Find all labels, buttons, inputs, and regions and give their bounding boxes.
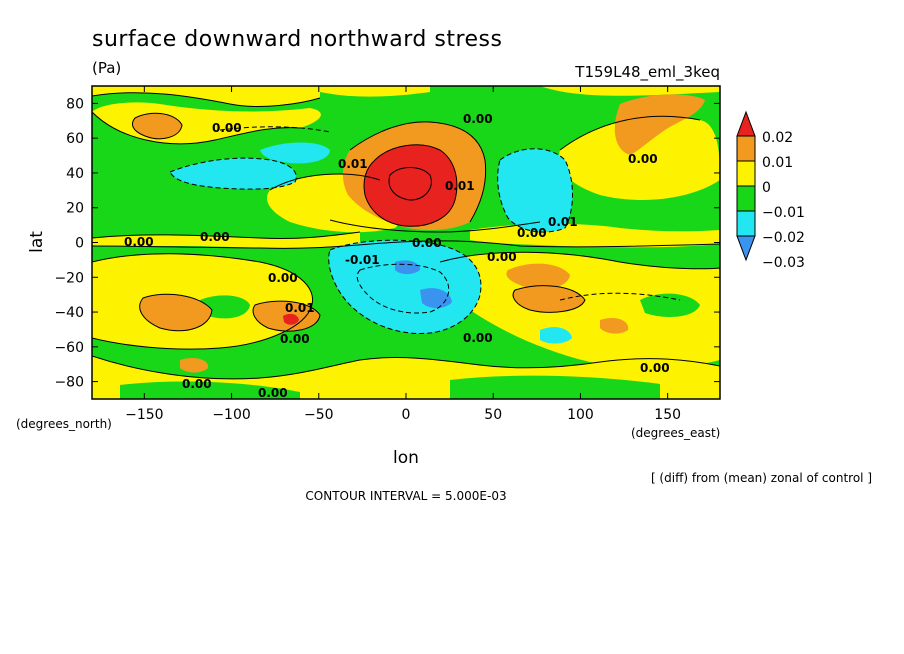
contour-line	[512, 285, 586, 313]
difference-note: [ (diff) from (mean) zonal of control ]	[651, 471, 872, 485]
colorbar-label: 0	[762, 180, 771, 196]
colorbar-label: −0.02	[762, 230, 805, 246]
colorbar-label: 0.01	[762, 155, 793, 171]
contour-line	[92, 92, 321, 107]
colorbar-bin	[736, 185, 756, 212]
contour-label: 0.00	[182, 377, 212, 391]
contour-line	[349, 121, 487, 223]
contour-interval-note: CONTOUR INTERVAL = 5.000E-03	[305, 489, 506, 503]
x-tick-label: 50	[484, 407, 502, 423]
contour-line	[92, 355, 720, 380]
contour-field: 0.00 0.00 0.00 0.01 0.01 0.01 0.00 0.00 …	[92, 86, 720, 400]
y-tick-label: 0	[75, 236, 84, 252]
y-unit-note: (degrees_north)	[16, 417, 112, 431]
contour-line	[252, 300, 321, 332]
positive-weak-regions	[92, 86, 720, 399]
y-tick-label: 80	[66, 96, 84, 112]
contour-label: 0.01	[445, 179, 475, 193]
y-tick-label: 20	[66, 201, 84, 217]
negative-contour-lines	[169, 126, 681, 334]
contour-label: 0.00	[258, 386, 288, 400]
contour-label: 0.00	[463, 331, 493, 345]
colorbar-bin	[736, 160, 756, 187]
colorbar-bin	[736, 135, 756, 162]
y-axis: −80 −60 −40 −20 0 20 40 60 80	[54, 96, 720, 391]
x-unit-note: (degrees_east)	[631, 426, 720, 440]
y-tick-label: −60	[54, 340, 84, 356]
experiment-label: T159L48_eml_3keq	[574, 63, 720, 82]
contour-line	[132, 112, 183, 140]
contour-label: 0.00	[200, 230, 230, 244]
colorbar-bin	[736, 210, 756, 237]
contour-line	[328, 239, 482, 334]
contour-lines	[92, 92, 720, 380]
contour-label: 0.00	[628, 152, 658, 166]
x-axis-label: lon	[393, 448, 419, 468]
negative-weak-patches	[120, 293, 700, 399]
contour-line	[559, 115, 701, 151]
contour-line	[356, 263, 450, 314]
y-axis-label: lat	[27, 231, 47, 253]
x-tick-label: 150	[654, 407, 681, 423]
y-tick-label: −40	[54, 305, 84, 321]
contour-line	[559, 292, 681, 301]
y-tick-label: 40	[66, 166, 84, 182]
contour-line	[363, 144, 458, 227]
contour-line	[329, 219, 541, 233]
negative-moderate-regions	[170, 142, 573, 344]
contour-label: 0.00	[517, 226, 547, 240]
positive-strong-regions	[283, 144, 457, 325]
contour-line	[439, 251, 720, 270]
contour-label: 0.00	[640, 361, 670, 375]
contour-line	[169, 157, 297, 190]
y-tick-label: 60	[66, 131, 84, 147]
x-tick-label: 0	[402, 407, 411, 423]
contour-label: 0.00	[212, 121, 242, 135]
contour-line	[92, 240, 720, 249]
contour-label: 0.01	[285, 301, 315, 315]
contour-label: 0.00	[280, 332, 310, 346]
colorbar-label: −0.01	[762, 205, 805, 221]
colorbar-label: 0.02	[762, 130, 793, 146]
colorbar-bin	[736, 110, 756, 137]
y-tick-label: −80	[54, 375, 84, 391]
x-tick-label: −50	[304, 407, 334, 423]
chart-title: surface downward northward stress	[92, 27, 502, 52]
contour-label: 0.01	[548, 215, 578, 229]
x-tick-label: −150	[125, 407, 163, 423]
contour-label: 0.00	[268, 271, 298, 285]
contour-label: 0.00	[487, 250, 517, 264]
contour-label: 0.00	[412, 236, 442, 250]
contour-labels: 0.00 0.00 0.00 0.01 0.01 0.01 0.00 0.00 …	[124, 112, 670, 400]
colorbar-label: −0.03	[762, 255, 805, 271]
x-tick-label: −100	[212, 407, 250, 423]
x-tick-label: 100	[567, 407, 594, 423]
contour-line	[219, 126, 331, 133]
contour-line	[92, 111, 301, 145]
contour-label: -0.01	[345, 253, 380, 267]
contour-label: 0.00	[124, 235, 154, 249]
contour-line	[497, 148, 573, 233]
contour-line	[92, 253, 313, 350]
y-tick-label: −20	[54, 270, 84, 286]
colorbar-bin	[736, 235, 756, 262]
contour-line	[269, 173, 381, 191]
contour-label: 0.01	[338, 157, 368, 171]
colorbar: 0.02 0.01 0 −0.01 −0.02 −0.03	[736, 110, 805, 271]
chart-units: (Pa)	[92, 59, 121, 77]
contour-label: 0.00	[463, 112, 493, 126]
contour-line	[139, 293, 213, 332]
x-axis: −150 −100 −50 0 50 100 150	[125, 86, 681, 423]
contour-line	[388, 167, 432, 201]
contour-line	[92, 231, 361, 240]
